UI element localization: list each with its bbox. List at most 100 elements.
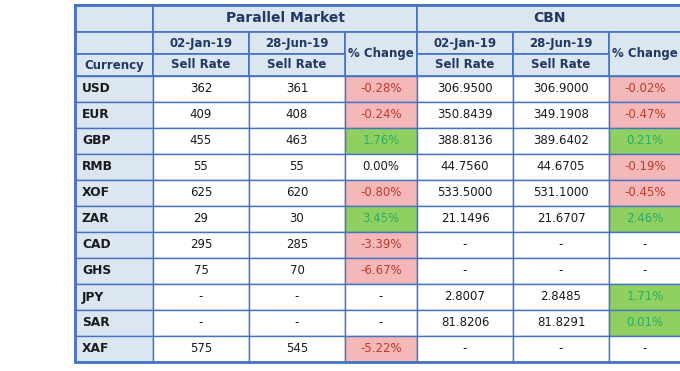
Text: ZAR: ZAR <box>82 213 109 226</box>
Text: 295: 295 <box>190 239 212 252</box>
Bar <box>417 180 513 206</box>
Bar <box>153 5 417 32</box>
Bar <box>513 76 609 102</box>
Text: Sell Rate: Sell Rate <box>267 59 326 72</box>
Text: USD: USD <box>82 82 111 95</box>
Text: 306.9500: 306.9500 <box>437 82 493 95</box>
Text: 0.21%: 0.21% <box>626 135 664 148</box>
Bar <box>249 232 345 258</box>
Text: -: - <box>199 290 203 303</box>
Text: CAD: CAD <box>82 239 111 252</box>
Text: 29: 29 <box>194 213 209 226</box>
Text: -: - <box>463 239 467 252</box>
Bar <box>513 232 609 258</box>
Bar <box>249 154 345 180</box>
Bar <box>609 232 680 258</box>
Text: 1.71%: 1.71% <box>626 290 664 303</box>
Bar <box>75 310 153 336</box>
Bar <box>513 128 609 154</box>
Text: -: - <box>379 290 384 303</box>
Bar <box>513 180 609 206</box>
Text: -0.45%: -0.45% <box>624 187 666 200</box>
Bar <box>249 128 345 154</box>
Bar <box>249 180 345 206</box>
Bar <box>345 258 417 284</box>
Text: Currency: Currency <box>84 59 144 72</box>
Bar <box>153 206 249 232</box>
Text: 349.1908: 349.1908 <box>533 108 589 121</box>
Text: 70: 70 <box>290 265 305 278</box>
Text: 545: 545 <box>286 342 308 355</box>
Text: -: - <box>559 265 563 278</box>
Text: 75: 75 <box>194 265 209 278</box>
Bar <box>249 336 345 362</box>
Bar <box>513 206 609 232</box>
Bar <box>513 54 609 76</box>
Bar <box>75 76 153 102</box>
Text: -: - <box>295 290 299 303</box>
Bar <box>75 336 153 362</box>
Bar <box>153 310 249 336</box>
Text: -0.80%: -0.80% <box>360 187 402 200</box>
Text: 306.9000: 306.9000 <box>533 82 589 95</box>
Bar <box>249 54 345 76</box>
Text: -0.28%: -0.28% <box>360 82 402 95</box>
Bar <box>513 32 609 54</box>
Text: Parallel Market: Parallel Market <box>226 12 345 26</box>
Text: 625: 625 <box>190 187 212 200</box>
Text: -: - <box>463 342 467 355</box>
Bar <box>609 76 680 102</box>
Text: -: - <box>643 265 647 278</box>
Bar <box>75 206 153 232</box>
Bar <box>75 180 153 206</box>
Text: 55: 55 <box>290 161 305 174</box>
Bar <box>153 102 249 128</box>
Bar <box>417 284 513 310</box>
Bar <box>417 232 513 258</box>
Bar <box>345 284 417 310</box>
Text: 81.8291: 81.8291 <box>537 316 585 329</box>
Bar <box>153 258 249 284</box>
Text: JPY: JPY <box>82 290 104 303</box>
Bar <box>513 310 609 336</box>
Bar <box>513 154 609 180</box>
Text: 285: 285 <box>286 239 308 252</box>
Bar <box>417 128 513 154</box>
Bar <box>417 102 513 128</box>
Text: 28-Jun-19: 28-Jun-19 <box>265 36 328 49</box>
Bar <box>75 232 153 258</box>
Text: 2.8485: 2.8485 <box>541 290 581 303</box>
Text: 575: 575 <box>190 342 212 355</box>
Bar <box>249 102 345 128</box>
Text: 2.46%: 2.46% <box>626 213 664 226</box>
Text: % Change: % Change <box>612 47 678 60</box>
Bar <box>609 102 680 128</box>
Text: -: - <box>379 316 384 329</box>
Bar <box>153 54 249 76</box>
Bar <box>609 284 680 310</box>
Bar <box>609 206 680 232</box>
Bar <box>609 32 680 76</box>
Text: 350.8439: 350.8439 <box>437 108 493 121</box>
Text: -0.24%: -0.24% <box>360 108 402 121</box>
Bar <box>75 128 153 154</box>
Text: 620: 620 <box>286 187 308 200</box>
Bar <box>609 154 680 180</box>
Text: -: - <box>559 342 563 355</box>
Text: RMB: RMB <box>82 161 113 174</box>
Bar <box>345 336 417 362</box>
Text: GHS: GHS <box>82 265 111 278</box>
Text: EUR: EUR <box>82 108 109 121</box>
Text: 408: 408 <box>286 108 308 121</box>
Text: 533.5000: 533.5000 <box>437 187 493 200</box>
Text: -3.39%: -3.39% <box>360 239 402 252</box>
Text: 21.1496: 21.1496 <box>441 213 490 226</box>
Bar <box>417 336 513 362</box>
Text: Sell Rate: Sell Rate <box>171 59 231 72</box>
Bar <box>345 154 417 180</box>
Bar <box>75 258 153 284</box>
Text: 0.00%: 0.00% <box>362 161 400 174</box>
Text: -: - <box>643 342 647 355</box>
Bar <box>417 206 513 232</box>
Text: 28-Jun-19: 28-Jun-19 <box>529 36 593 49</box>
